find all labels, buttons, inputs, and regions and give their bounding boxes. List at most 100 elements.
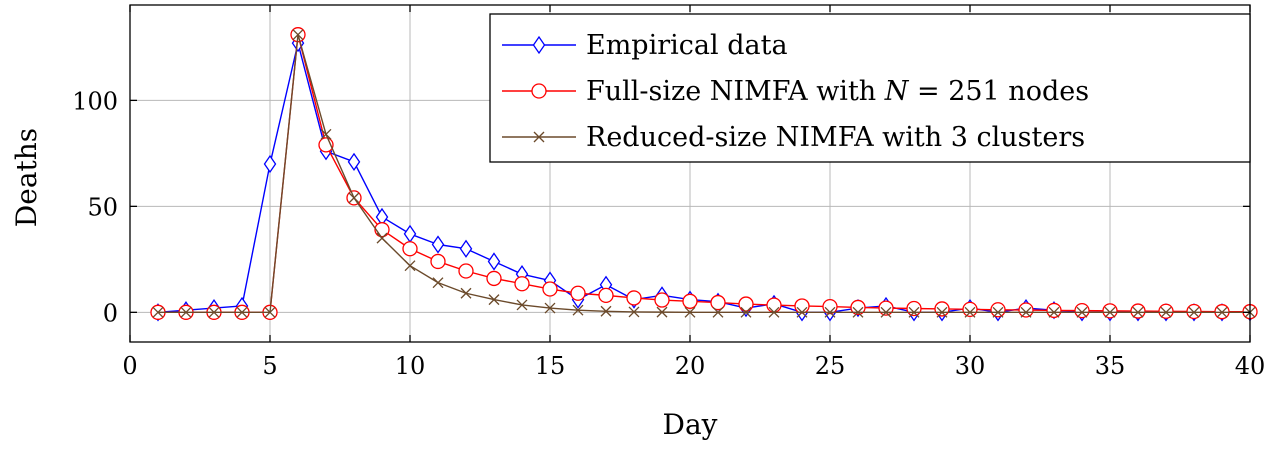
legend-label-math: N (884, 76, 910, 107)
point-stroke (796, 306, 808, 318)
point-stroke (628, 306, 640, 318)
legend-label-part: = 251 nodes (908, 76, 1089, 107)
point (431, 235, 445, 254)
point-stroke (684, 306, 696, 318)
series-line (157, 42, 1250, 314)
series-layer (150, 27, 1258, 322)
point-stroke (964, 306, 976, 318)
point-stroke (1132, 306, 1144, 318)
y-tick-label: 0 (103, 299, 118, 327)
point (628, 306, 640, 318)
x-tick-label: 5 (262, 352, 277, 380)
point-stroke (264, 306, 276, 318)
point-stroke (1188, 306, 1200, 318)
point (572, 304, 584, 316)
point (852, 306, 864, 318)
point (934, 301, 950, 317)
point (320, 128, 332, 140)
point (600, 305, 612, 317)
point (264, 306, 276, 318)
legend-label: Reduced-size NIMFA with 3 clusters (586, 122, 1085, 153)
point (1046, 302, 1062, 319)
legend-label-part: Full-size NIMFA with (586, 76, 885, 107)
point (1076, 306, 1088, 318)
point (850, 299, 866, 316)
point (1020, 306, 1032, 318)
point (404, 260, 416, 272)
point-stroke (1048, 306, 1060, 318)
point (516, 299, 528, 311)
point (488, 294, 500, 306)
point (348, 192, 360, 204)
series-line (158, 33, 1250, 314)
point (403, 224, 417, 244)
point (878, 300, 894, 316)
point-stroke (768, 306, 780, 318)
point (992, 306, 1004, 318)
point (654, 292, 670, 308)
point (684, 306, 696, 318)
point-stroke (376, 232, 388, 244)
series-line (158, 33, 1250, 314)
point (1074, 302, 1090, 319)
point (570, 285, 586, 301)
point (1102, 303, 1118, 319)
point-stroke (936, 306, 948, 318)
ticks: 0 5 10 15 20 25 30 35 40 0 50 100 (72, 5, 1265, 380)
point (710, 294, 726, 311)
point (682, 293, 698, 309)
point (738, 296, 754, 312)
point (822, 298, 838, 315)
point (962, 301, 978, 318)
point-stroke (992, 306, 1004, 318)
point-stroke (908, 306, 920, 318)
point-stroke (880, 306, 892, 318)
point (487, 252, 501, 271)
point (533, 131, 545, 143)
point (402, 241, 418, 257)
legend-entry-2: Reduced-size NIMFA with 3 clusters (502, 122, 1085, 153)
point (544, 302, 556, 314)
x-tick-label: 40 (1235, 352, 1266, 380)
y-tick-label: 100 (72, 87, 118, 115)
point (486, 270, 502, 287)
point-stroke (1020, 306, 1032, 318)
point (656, 306, 668, 318)
point (374, 222, 390, 238)
point (740, 306, 752, 318)
point-stroke (1076, 306, 1088, 318)
point (1158, 303, 1174, 319)
point (1160, 306, 1172, 318)
point-stroke (488, 294, 500, 306)
point (712, 306, 724, 318)
legend-entry-0: Empirical data (502, 30, 788, 61)
point-stroke (348, 192, 360, 204)
point-stroke (236, 306, 248, 318)
legend-entries: Empirical data Full-size NIMFA with N = 2… (502, 30, 1089, 153)
point (531, 83, 547, 99)
point (430, 253, 446, 270)
point-stroke (712, 306, 724, 318)
point (458, 263, 474, 279)
point (432, 277, 444, 289)
point (152, 306, 164, 318)
point (459, 239, 473, 258)
point-stroke (404, 260, 416, 272)
x-tick-label: 30 (955, 352, 986, 380)
point (236, 306, 248, 318)
point (514, 276, 530, 292)
point-stroke (208, 306, 220, 318)
x-tick-label: 20 (675, 352, 706, 380)
point-stroke (1104, 306, 1116, 318)
point (964, 306, 976, 318)
point (1132, 306, 1144, 318)
point-stroke (292, 29, 304, 41)
point-stroke (824, 306, 836, 318)
point-stroke (740, 306, 752, 318)
x-tick-label: 35 (1095, 352, 1126, 380)
point-stroke (432, 277, 444, 289)
point (936, 306, 948, 318)
point-stroke (320, 128, 332, 140)
point (906, 300, 922, 317)
